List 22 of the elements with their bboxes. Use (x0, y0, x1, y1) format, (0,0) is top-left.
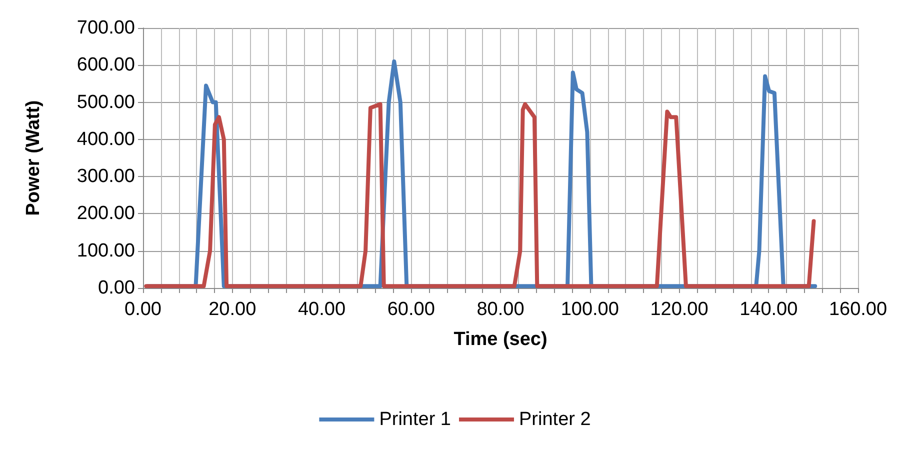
y-tick-label: 100.00 (76, 240, 135, 262)
y-tick-label: 700.00 (76, 18, 135, 38)
x-tick-label: 60.00 (387, 299, 435, 320)
x-tick-label: 100.00 (560, 299, 619, 320)
y-tick-label: 300.00 (76, 166, 135, 188)
line-series (144, 102, 816, 288)
y-axis-title: Power (Watt) (23, 100, 44, 216)
x-tick-label: 120.00 (650, 299, 708, 320)
y-tick-label: 400.00 (76, 128, 135, 150)
x-tick-label: 40.00 (298, 299, 346, 320)
x-tick-label: 140.00 (740, 299, 798, 320)
y-tick-label: 600.00 (76, 54, 135, 76)
x-tick-label: 80.00 (476, 299, 524, 320)
legend-label: Printer 1 (379, 409, 452, 430)
y-tick-label: 200.00 (76, 203, 135, 224)
legend-label: Printer 2 (519, 409, 591, 430)
y-tick-label: 0.00 (98, 278, 135, 298)
x-axis-title: Time (sec) (454, 329, 548, 350)
x-tick-label: 160.00 (828, 299, 888, 320)
x-tick-label: 20.00 (208, 299, 256, 320)
y-tick-label: 500.00 (76, 92, 135, 113)
x-tick-label: 0.00 (124, 299, 162, 320)
